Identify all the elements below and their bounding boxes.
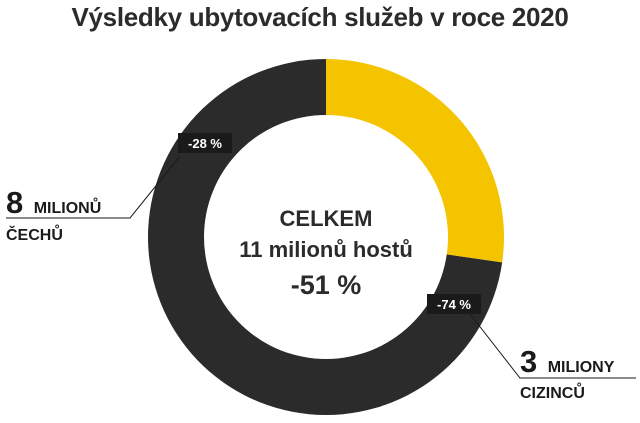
- center-guests-count: 11 milionů hostů: [239, 237, 413, 262]
- center-total-label: CELKEM: [280, 206, 373, 231]
- change-badge-cizincu: [427, 294, 481, 314]
- label-cechu-value: 8: [6, 185, 23, 220]
- slice-cizincu: [326, 59, 504, 263]
- label-cechu-unit: MILIONŮ: [34, 197, 102, 217]
- label-cizincu-sub: CIZINCŮ: [520, 382, 585, 402]
- change-label-cizincu: -74 %: [437, 297, 471, 312]
- center-change: -51 %: [291, 270, 362, 300]
- label-cechu: 8 MILIONŮ: [6, 185, 101, 220]
- label-cizincu-value: 3: [520, 344, 537, 379]
- change-label-cechu: -28 %: [188, 136, 222, 151]
- label-cizincu-unit: MILIONY: [548, 359, 615, 376]
- slice-cechu: [148, 59, 503, 415]
- leader-line-cechu: [6, 155, 181, 219]
- leader-line-cizincu: [469, 313, 636, 379]
- change-badge-cechu: [178, 133, 232, 153]
- chart-title: Výsledky ubytovacích služeb v roce 2020: [71, 2, 569, 32]
- label-cechu-sub: ČECHŮ: [6, 224, 63, 244]
- label-cizincu: 3 MILIONY: [520, 344, 615, 379]
